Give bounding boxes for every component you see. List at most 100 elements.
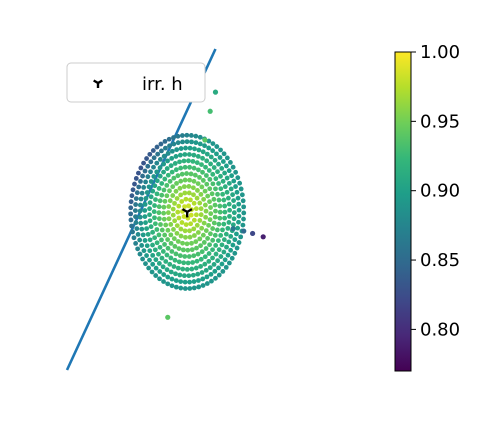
- disk-point: [193, 206, 199, 212]
- disk-point: [174, 230, 180, 236]
- disk-point: [208, 205, 213, 210]
- disk-point: [187, 234, 193, 240]
- disk-point: [153, 197, 158, 203]
- disk-point: [144, 226, 150, 232]
- disk-point: [206, 145, 212, 151]
- disk-point: [210, 255, 215, 261]
- disk-point: [191, 226, 197, 232]
- disk-point: [173, 188, 179, 194]
- disk-point: [157, 198, 163, 204]
- disk-point: [200, 149, 206, 155]
- disk-point: [238, 186, 244, 192]
- disk-point: [214, 151, 219, 157]
- disk-point: [230, 222, 236, 228]
- disk-point: [160, 249, 166, 254]
- disk-point: [236, 201, 242, 207]
- disk-point: [131, 235, 137, 241]
- disk-point: [145, 231, 151, 237]
- disk-point: [148, 159, 154, 165]
- disk-point: [187, 164, 193, 170]
- disk-point: [240, 198, 246, 204]
- disk-point: [192, 146, 197, 152]
- disk-point: [145, 174, 151, 180]
- disk-point: [225, 225, 231, 231]
- disk-point: [180, 240, 185, 246]
- disk-point: [138, 165, 144, 171]
- disk-point: [177, 253, 183, 259]
- disk-point: [142, 168, 148, 174]
- disk-point: [154, 240, 160, 246]
- disk-point: [212, 157, 218, 163]
- disk-point: [158, 141, 164, 147]
- disk-point: [196, 167, 201, 173]
- disk-point: [213, 251, 219, 257]
- disk-point: [152, 247, 158, 253]
- colorbar-tick-label: 0.95: [420, 111, 460, 132]
- disk-point: [170, 206, 176, 212]
- legend-marker-stroke: [93, 79, 99, 85]
- disk-point: [182, 286, 188, 291]
- disk-point: [222, 209, 228, 215]
- disk-point: [165, 158, 170, 164]
- disk-point: [128, 205, 134, 211]
- disk-point: [230, 192, 235, 198]
- disk-point: [216, 265, 221, 271]
- disk-point: [146, 184, 152, 190]
- disk-point: [135, 231, 141, 237]
- disk-point: [168, 222, 174, 227]
- disk-point: [172, 257, 178, 263]
- disk-point: [206, 168, 212, 173]
- disk-point: [228, 233, 234, 239]
- disk-point: [167, 198, 173, 204]
- legend-marker-icon: [93, 79, 103, 88]
- disk-point: [198, 206, 204, 212]
- disk-point: [198, 256, 204, 262]
- disk-point: [152, 221, 158, 227]
- disk-point: [156, 261, 162, 266]
- disk-point: [235, 195, 241, 201]
- disk-point: [178, 279, 184, 285]
- disk-point: [141, 248, 147, 254]
- disk-point: [212, 214, 218, 220]
- disk-point: [195, 230, 201, 235]
- disk-point: [152, 203, 157, 208]
- disk-point: [173, 154, 179, 159]
- disk-point: [137, 202, 143, 208]
- disk-point: [150, 252, 156, 258]
- disk-point: [174, 181, 179, 186]
- disk-point: [147, 212, 152, 218]
- disk-point: [210, 141, 216, 146]
- disk-point: [173, 284, 179, 290]
- disk-point: [193, 265, 199, 271]
- disk-point: [189, 247, 195, 253]
- disk-point: [191, 217, 197, 223]
- disk-point: [208, 271, 214, 277]
- outlier-point: [250, 230, 256, 237]
- colorbar-tick-label: 0.85: [420, 250, 460, 271]
- disk-point: [196, 284, 202, 290]
- disk-point: [230, 242, 236, 248]
- disk-point: [202, 254, 208, 260]
- disk-point: [191, 178, 197, 184]
- disk-point: [231, 204, 237, 210]
- disk-point: [200, 155, 205, 161]
- disk-point: [200, 276, 206, 282]
- disk-point: [175, 209, 181, 215]
- disk-point: [170, 184, 176, 190]
- disk-point: [191, 152, 197, 158]
- disk-point: [165, 227, 171, 233]
- disk-point: [212, 268, 218, 274]
- disk-point: [174, 223, 180, 228]
- disk-point: [191, 200, 197, 206]
- disk-point: [169, 283, 175, 289]
- disk-point: [217, 155, 223, 160]
- disk-point: [152, 183, 158, 189]
- disk-point: [183, 234, 188, 240]
- disk-point: [171, 175, 177, 181]
- disk-point: [203, 267, 209, 273]
- disk-point: [229, 173, 235, 179]
- disk-point: [140, 256, 145, 262]
- disk-point: [156, 251, 161, 257]
- disk-point: [169, 169, 175, 175]
